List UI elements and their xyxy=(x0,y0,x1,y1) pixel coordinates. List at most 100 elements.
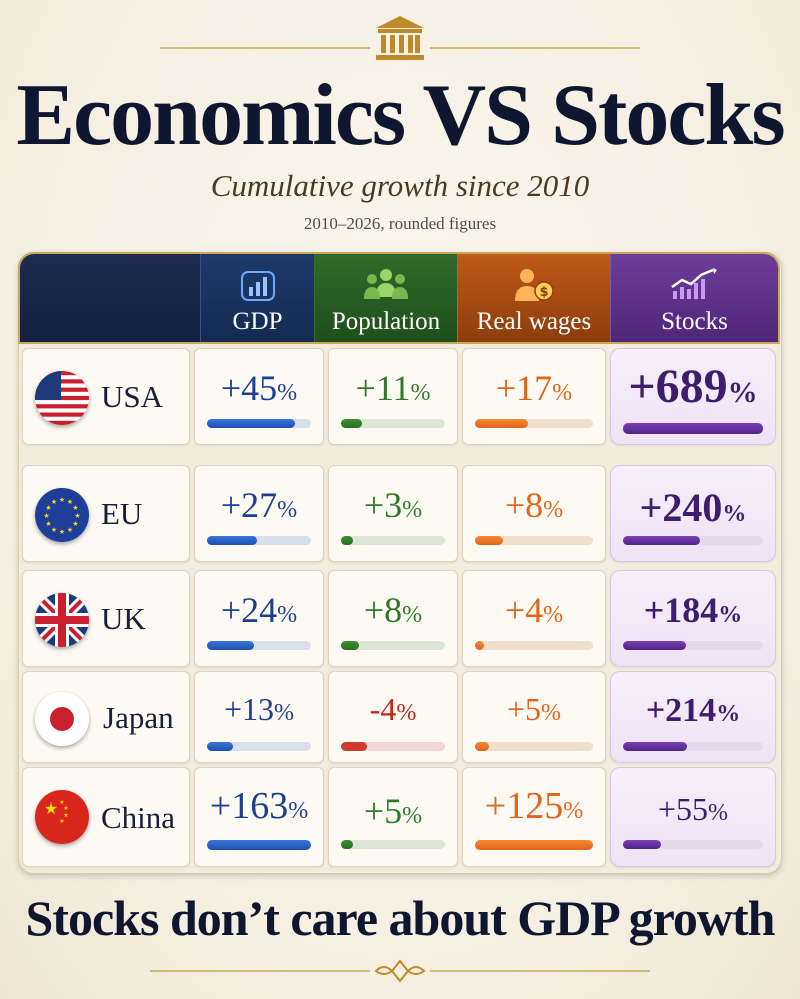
svg-text:★: ★ xyxy=(72,520,78,528)
real-wages-cell: +125% xyxy=(462,767,606,867)
table-row: ★ ★ ★ ★ ★ China +163% +5% +125% +55% xyxy=(18,767,780,867)
gdp-value: +24% xyxy=(220,590,298,630)
svg-text:★: ★ xyxy=(45,504,51,512)
real-wages-value: +17% xyxy=(495,368,573,408)
bank-building-icon xyxy=(376,16,424,60)
table-row: UK +24% +8% +4% +184% xyxy=(18,570,780,667)
population-value: +5% xyxy=(363,791,423,831)
gdp-value: +13% xyxy=(223,691,295,727)
top-ornament xyxy=(160,16,640,60)
country-cell: ★ ★ ★ ★ ★ China xyxy=(22,767,190,867)
population-bar xyxy=(341,641,359,650)
stocks-value: +55% xyxy=(657,791,729,827)
gdp-cell: +24% xyxy=(194,570,324,667)
svg-text:★: ★ xyxy=(72,504,78,512)
stocks-cell: +55% xyxy=(610,767,776,867)
gdp-cell: +13% xyxy=(194,671,324,763)
country-name: EU xyxy=(101,496,143,531)
gdp-bar xyxy=(207,641,254,650)
population-bar xyxy=(341,742,367,751)
real-wages-value: +4% xyxy=(504,590,564,630)
gdp-bar xyxy=(207,742,233,751)
real-wages-cell: +4% xyxy=(462,570,606,667)
population-value: -4% xyxy=(369,691,417,727)
table-row: ★ ★ ★ ★ ★ ★ ★ ★ ★ ★ ★ ★ EU +27% +3% +8% +240% xyxy=(18,465,780,562)
china-flag-icon: ★ ★ ★ ★ ★ xyxy=(35,790,89,844)
footer-tagline: Stocks don’t care about GDP growth xyxy=(25,890,776,946)
svg-text:★: ★ xyxy=(51,498,57,506)
population-cell: +11% xyxy=(328,348,458,445)
gdp-value: +27% xyxy=(220,485,298,525)
header-population-label: Population xyxy=(331,308,441,335)
svg-text:★: ★ xyxy=(59,496,65,504)
real-wages-value: +125% xyxy=(484,785,584,827)
stocks-value: +184% xyxy=(643,590,743,630)
population-bar xyxy=(341,536,354,545)
gdp-value: +45% xyxy=(220,368,298,408)
stocks-bar xyxy=(623,641,686,650)
header-gdp-label: GDP xyxy=(232,308,283,335)
gdp-cell: +45% xyxy=(194,348,324,445)
svg-text:★: ★ xyxy=(63,812,68,819)
header-population: Population xyxy=(314,254,457,342)
population-bar xyxy=(341,840,354,849)
usa-flag-icon xyxy=(35,371,89,425)
svg-text:★: ★ xyxy=(44,799,58,818)
population-cell: +3% xyxy=(328,465,458,562)
real-wages-bar xyxy=(475,536,504,545)
bottom-ornament xyxy=(150,959,650,983)
population-value: +3% xyxy=(363,485,423,525)
country-name: China xyxy=(101,800,176,835)
population-cell: +8% xyxy=(328,570,458,667)
country-cell: Japan xyxy=(22,671,190,763)
real-wages-value: +8% xyxy=(504,485,564,525)
stocks-cell: +240% xyxy=(610,465,776,562)
people-icon xyxy=(364,269,408,299)
svg-text:★: ★ xyxy=(45,520,51,528)
population-value: +11% xyxy=(355,368,431,408)
svg-text:★: ★ xyxy=(59,818,64,825)
real-wages-value: +5% xyxy=(506,691,562,727)
stocks-bar xyxy=(623,536,700,545)
svg-text:★: ★ xyxy=(74,512,80,520)
gdp-cell: +163% xyxy=(194,767,324,867)
stocks-bar xyxy=(623,840,661,849)
stocks-cell: +214% xyxy=(610,671,776,763)
country-name: Japan xyxy=(103,700,174,735)
svg-text:★: ★ xyxy=(43,512,49,520)
real-wages-cell: +17% xyxy=(462,348,606,445)
page-subtitle: Cumulative growth since 2010 xyxy=(210,168,590,203)
gdp-bar xyxy=(207,536,257,545)
gdp-bar xyxy=(207,840,311,850)
stocks-value: +214% xyxy=(645,692,741,729)
stocks-value: +240% xyxy=(639,485,747,530)
bar-chart-icon xyxy=(240,271,275,301)
country-name: USA xyxy=(101,379,164,414)
header-blank xyxy=(20,254,200,342)
svg-text:★: ★ xyxy=(63,805,68,812)
stocks-bar xyxy=(623,423,763,434)
svg-text:★: ★ xyxy=(59,528,65,536)
real-wages-bar xyxy=(475,742,490,751)
svg-text:$: $ xyxy=(539,285,548,300)
stocks-cell: +689% xyxy=(610,348,776,445)
gdp-value: +163% xyxy=(209,785,309,827)
header-real-wages: $ Real wages xyxy=(457,254,610,342)
country-cell: UK xyxy=(22,570,190,667)
real-wages-cell: +8% xyxy=(462,465,606,562)
svg-text:★: ★ xyxy=(67,498,73,506)
country-cell: USA xyxy=(22,348,190,445)
gdp-cell: +27% xyxy=(194,465,324,562)
header-stocks: Stocks xyxy=(610,254,778,342)
japan-flag-icon xyxy=(35,692,89,746)
header-gdp: GDP xyxy=(200,254,314,342)
population-value: +8% xyxy=(363,590,423,630)
stocks-cell: +184% xyxy=(610,570,776,667)
header-stocks-label: Stocks xyxy=(661,308,728,335)
header-real-wages-label: Real wages xyxy=(476,308,592,335)
page-title: Economics VS Stocks xyxy=(16,67,785,164)
real-wages-cell: +5% xyxy=(462,671,606,763)
stocks-value: +689% xyxy=(628,360,758,413)
country-cell: ★ ★ ★ ★ ★ ★ ★ ★ ★ ★ ★ ★ EU xyxy=(22,465,190,562)
stocks-bar xyxy=(623,742,688,751)
